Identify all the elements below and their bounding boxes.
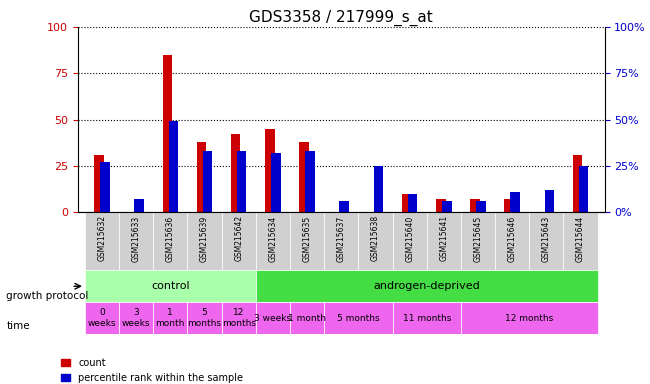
Text: GSM215633: GSM215633 [131, 215, 140, 262]
FancyBboxPatch shape [290, 302, 324, 334]
Text: 5 months: 5 months [337, 314, 380, 323]
FancyBboxPatch shape [461, 302, 597, 334]
Bar [402, 194, 411, 212]
Bar [100, 162, 110, 212]
Legend: count, percentile rank within the sample: count, percentile rank within the sample [57, 354, 247, 384]
Text: 3 weeks: 3 weeks [254, 314, 291, 323]
Text: time: time [6, 321, 30, 331]
Text: 5
months: 5 months [187, 308, 222, 328]
Bar [299, 142, 309, 212]
Text: GSM215638: GSM215638 [371, 215, 380, 262]
FancyBboxPatch shape [256, 212, 290, 270]
Bar [162, 55, 172, 212]
FancyBboxPatch shape [187, 302, 222, 334]
Text: 1 month: 1 month [288, 314, 326, 323]
Text: 12 months: 12 months [505, 314, 553, 323]
FancyBboxPatch shape [564, 212, 597, 270]
Text: GSM215632: GSM215632 [98, 215, 107, 262]
FancyBboxPatch shape [495, 212, 529, 270]
FancyBboxPatch shape [222, 212, 256, 270]
FancyBboxPatch shape [426, 212, 461, 270]
Bar [578, 166, 588, 212]
FancyBboxPatch shape [119, 302, 153, 334]
FancyBboxPatch shape [529, 212, 564, 270]
FancyBboxPatch shape [461, 212, 495, 270]
Text: GSM215639: GSM215639 [200, 215, 209, 262]
Text: 12
months: 12 months [222, 308, 255, 328]
FancyBboxPatch shape [290, 212, 324, 270]
Text: GSM215643: GSM215643 [542, 215, 551, 262]
Text: 1
month: 1 month [155, 308, 185, 328]
FancyBboxPatch shape [153, 302, 187, 334]
FancyBboxPatch shape [187, 212, 222, 270]
Bar [94, 155, 104, 212]
Text: 3
weeks: 3 weeks [122, 308, 150, 328]
FancyBboxPatch shape [393, 212, 426, 270]
Text: control: control [151, 281, 190, 291]
Bar [203, 151, 213, 212]
Bar [135, 199, 144, 212]
Bar [306, 151, 315, 212]
Text: 11 months: 11 months [402, 314, 451, 323]
Text: GSM215636: GSM215636 [166, 215, 175, 262]
Text: GSM215640: GSM215640 [405, 215, 414, 262]
Text: GSM215644: GSM215644 [576, 215, 585, 262]
Bar [168, 121, 178, 212]
Bar [271, 153, 281, 212]
FancyBboxPatch shape [119, 212, 153, 270]
Bar [573, 155, 582, 212]
FancyBboxPatch shape [393, 302, 461, 334]
FancyBboxPatch shape [85, 302, 119, 334]
FancyBboxPatch shape [153, 212, 187, 270]
Bar [545, 190, 554, 212]
Text: 0
weeks: 0 weeks [88, 308, 116, 328]
Bar [265, 129, 275, 212]
Text: GSM215646: GSM215646 [508, 215, 517, 262]
Text: growth protocol: growth protocol [6, 291, 89, 301]
Bar [470, 199, 480, 212]
FancyBboxPatch shape [85, 270, 256, 302]
FancyBboxPatch shape [256, 302, 290, 334]
Text: GSM215641: GSM215641 [439, 215, 448, 262]
Bar [436, 199, 446, 212]
Bar [339, 201, 349, 212]
FancyBboxPatch shape [358, 212, 393, 270]
Bar [374, 166, 383, 212]
Text: GSM215635: GSM215635 [302, 215, 311, 262]
Bar [231, 134, 240, 212]
Bar [476, 201, 486, 212]
FancyBboxPatch shape [85, 212, 119, 270]
Text: GSM215637: GSM215637 [337, 215, 346, 262]
Bar [237, 151, 246, 212]
Bar [442, 201, 452, 212]
Bar [197, 142, 206, 212]
Bar [504, 199, 514, 212]
Title: GDS3358 / 217999_s_at: GDS3358 / 217999_s_at [250, 9, 433, 25]
FancyBboxPatch shape [256, 270, 597, 302]
Text: GSM215645: GSM215645 [473, 215, 482, 262]
FancyBboxPatch shape [324, 212, 358, 270]
FancyBboxPatch shape [222, 302, 256, 334]
Text: androgen-deprived: androgen-deprived [373, 281, 480, 291]
Text: GSM215642: GSM215642 [234, 215, 243, 262]
FancyBboxPatch shape [324, 302, 393, 334]
Text: GSM215634: GSM215634 [268, 215, 278, 262]
Bar [510, 192, 520, 212]
Bar [408, 194, 417, 212]
